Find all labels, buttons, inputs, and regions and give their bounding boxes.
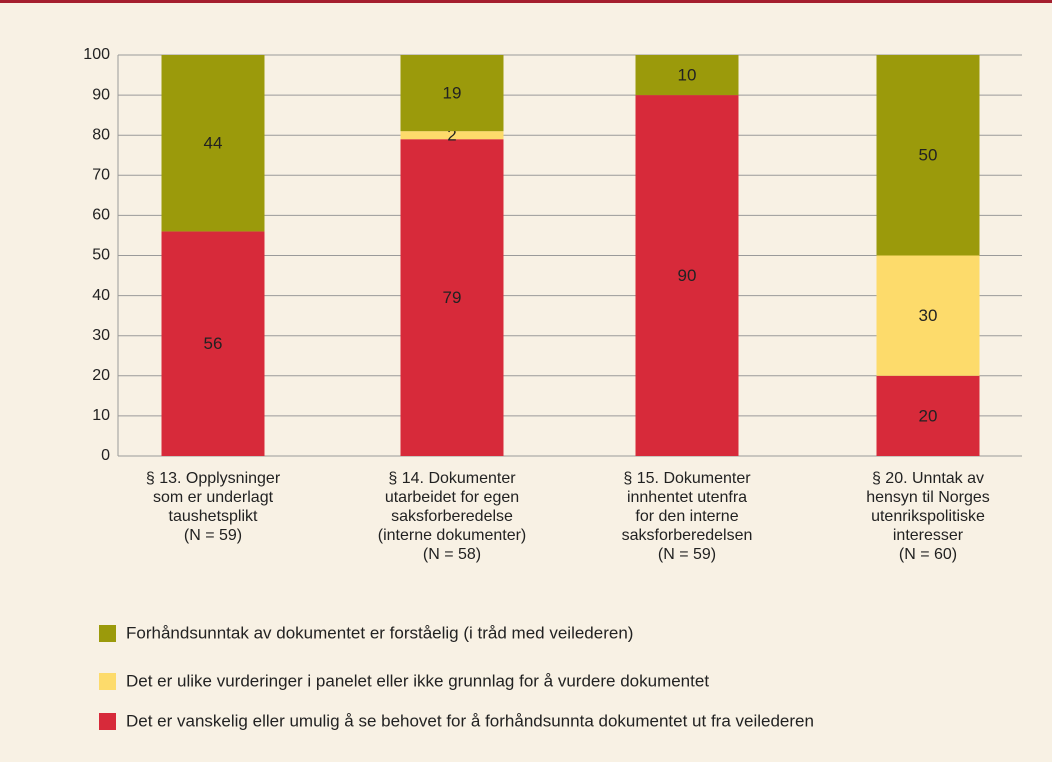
x-tick-label: hensyn til Norges: [866, 489, 990, 506]
data-label: 20: [919, 406, 938, 425]
bar-segment: [161, 231, 265, 456]
y-tick-label: 30: [92, 327, 110, 344]
legend-label: Det er vanskelig eller umulig å se behov…: [126, 711, 814, 730]
x-tick-label: (N = 59): [184, 527, 242, 544]
x-tick-label: § 15. Dokumenter: [623, 470, 751, 487]
y-tick-label: 0: [101, 447, 110, 464]
data-label: 10: [678, 66, 697, 85]
y-tick-label: 90: [92, 86, 110, 103]
x-tick-label: taushetsplikt: [169, 508, 258, 525]
y-tick-label: 80: [92, 126, 110, 143]
bar-segment: [876, 55, 980, 256]
x-tick-label: (N = 58): [423, 546, 481, 563]
data-label: 44: [204, 134, 223, 153]
data-label: 50: [919, 146, 938, 165]
bar-segment: [635, 95, 739, 456]
data-label: 30: [919, 306, 938, 325]
bar-segment: [400, 55, 504, 132]
legend-swatch: [99, 713, 116, 730]
x-tick-label: saksforberedelsen: [622, 527, 753, 544]
x-tick-label: innhentet utenfra: [627, 489, 747, 506]
data-label: 79: [443, 288, 462, 307]
data-label: 19: [443, 84, 462, 103]
x-tick-label: for den interne: [635, 508, 738, 525]
legend-swatch: [99, 625, 116, 642]
x-tick-label: (interne dokumenter): [378, 527, 527, 544]
x-tick-label: saksforberedelse: [391, 508, 513, 525]
x-tick-label: (N = 59): [658, 546, 716, 563]
x-tick-label: § 20. Unntak av: [872, 470, 984, 487]
data-label: 2: [447, 126, 456, 145]
y-tick-label: 10: [92, 407, 110, 424]
legend-label: Det er ulike vurderinger i panelet eller…: [126, 671, 709, 690]
y-tick-label: 70: [92, 167, 110, 184]
x-tick-label: § 14. Dokumenter: [388, 470, 516, 487]
x-tick-label: (N = 60): [899, 546, 957, 563]
legend-label: Forhåndsunntak av dokumentet er forståel…: [126, 623, 633, 642]
bar-segment: [400, 131, 504, 140]
data-label: 90: [678, 266, 697, 285]
bar-segment: [161, 55, 265, 232]
bar-segment: [876, 255, 980, 376]
y-tick-label: 100: [83, 46, 110, 63]
x-tick-label: § 13. Opplysninger: [146, 470, 281, 487]
bar-segment: [400, 139, 504, 456]
bar-segment: [635, 55, 739, 96]
data-label: 56: [204, 334, 223, 353]
legend-swatch: [99, 673, 116, 690]
top-rule: [0, 0, 1052, 3]
bar-segment: [876, 375, 980, 456]
y-tick-label: 60: [92, 207, 110, 224]
x-tick-label: utarbeidet for egen: [385, 489, 519, 506]
y-tick-label: 50: [92, 247, 110, 264]
x-tick-label: som er underlagt: [153, 489, 274, 506]
x-tick-label: interesser: [893, 527, 964, 544]
x-tick-label: utenrikspolitiske: [871, 508, 985, 525]
y-tick-label: 20: [92, 367, 110, 384]
y-tick-label: 40: [92, 287, 110, 304]
